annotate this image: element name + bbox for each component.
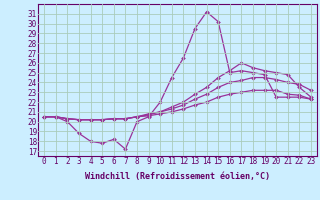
X-axis label: Windchill (Refroidissement éolien,°C): Windchill (Refroidissement éolien,°C) <box>85 172 270 181</box>
